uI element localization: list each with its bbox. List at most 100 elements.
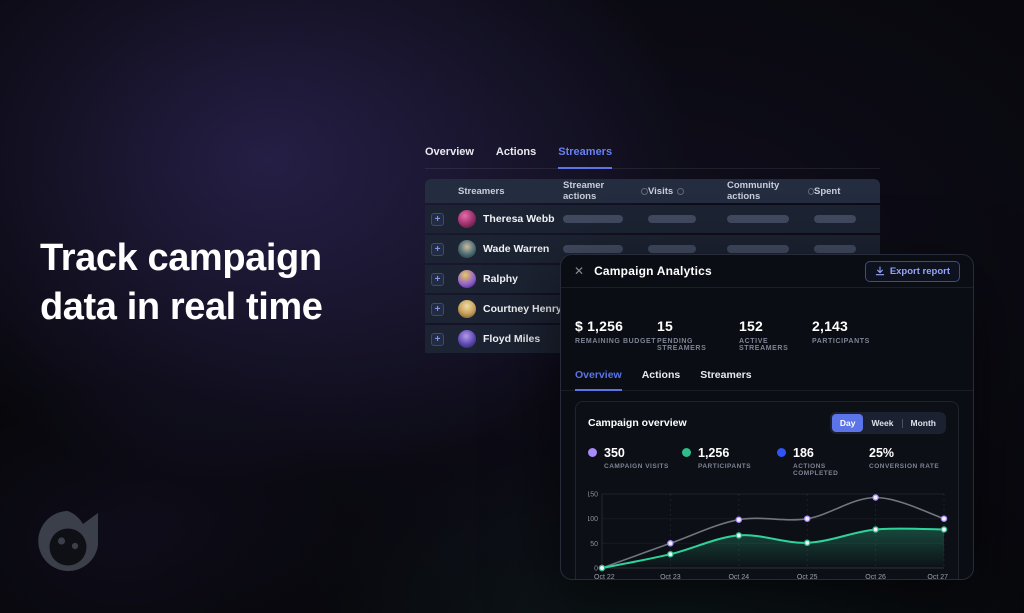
legend-participants: 1,256 PARTICIPANTS <box>682 446 777 477</box>
column-visits: Visits <box>648 186 727 197</box>
stat-active-streamers: 152 ACTIVE STREAMERS <box>739 318 812 352</box>
expand-row-button[interactable]: + <box>431 272 444 286</box>
skeleton-value <box>727 245 789 253</box>
streamer-name: Theresa Webb <box>483 213 555 225</box>
logo-right-eye-icon <box>71 542 79 550</box>
expand-row-button[interactable]: + <box>431 212 444 226</box>
brand-logo <box>38 511 98 571</box>
export-report-button[interactable]: Export report <box>864 260 960 282</box>
streamer-name: Wade Warren <box>483 243 550 255</box>
legend-label: PARTICIPANTS <box>698 463 752 470</box>
column-label: Community actions <box>727 180 780 202</box>
logo-face <box>49 528 87 566</box>
column-streamers: Streamers <box>458 185 505 197</box>
tab-streamers[interactable]: Streamers <box>558 146 613 169</box>
legend-value: 350 <box>604 446 625 460</box>
campaign-overview-chart: 0 50 100 150 Oct 22 Oct 23 Oct 24 Oct 25 Oct 26 O… <box>586 492 948 580</box>
svg-text:150: 150 <box>588 492 598 499</box>
modal-title: Campaign Analytics <box>594 264 712 278</box>
legend-value: 25% <box>869 446 895 460</box>
campaign-analytics-modal: ✕ Campaign Analytics Export report $ 1,2… <box>560 254 974 580</box>
expand-row-button[interactable]: + <box>431 242 444 256</box>
stat-value: 152 <box>739 318 763 334</box>
svg-text:50: 50 <box>590 541 598 548</box>
legend-label: CAMPAIGN VISITS <box>604 463 669 470</box>
tab-actions[interactable]: Actions <box>495 146 537 158</box>
hero-headline-line2: data in real time <box>40 286 323 328</box>
avatar <box>458 300 476 318</box>
avatar <box>458 210 476 228</box>
skeleton-value <box>727 215 789 223</box>
panel-tab-bar: Overview Actions Streamers <box>425 146 880 169</box>
skeleton-value <box>648 215 696 223</box>
stat-value: 15 <box>657 318 673 334</box>
hero-headline-line1: Track campaign <box>40 237 322 279</box>
legend-dot <box>682 448 691 457</box>
modal-tab-streamers[interactable]: Streamers <box>700 369 752 381</box>
export-report-label: Export report <box>889 265 950 277</box>
avatar <box>458 240 476 258</box>
range-week-button[interactable]: Week <box>871 418 894 428</box>
skeleton-value <box>814 245 856 253</box>
card-title: Campaign overview <box>588 417 687 429</box>
svg-text:0: 0 <box>594 566 598 573</box>
legend-actions-completed: 186 ACTIONS COMPLETED <box>777 446 869 477</box>
svg-text:Oct 27: Oct 27 <box>927 574 948 580</box>
streamer-name: Ralphy <box>483 273 519 285</box>
svg-text:Oct 26: Oct 26 <box>865 574 886 580</box>
streamer-name: Courtney Henry <box>483 303 562 315</box>
modal-tab-bar: Overview Actions Streamers <box>561 369 973 391</box>
stat-value: $ 1,256 <box>575 318 624 334</box>
stat-label: REMAINING BUDGET <box>575 338 657 345</box>
svg-text:Oct 23: Oct 23 <box>660 574 681 580</box>
stat-label: PENDING STREAMERS <box>657 338 707 352</box>
stat-label: PARTICIPANTS <box>812 338 870 345</box>
skeleton-value <box>814 215 856 223</box>
avatar <box>458 330 476 348</box>
info-icon[interactable] <box>807 187 814 195</box>
legend-value: 1,256 <box>698 446 730 460</box>
column-streamer-actions: Streamer actions <box>563 180 648 202</box>
streamer-name: Floyd Miles <box>483 333 541 345</box>
stat-value: 2,143 <box>812 318 849 334</box>
svg-text:100: 100 <box>588 516 598 523</box>
info-icon[interactable] <box>641 187 648 195</box>
modal-tab-actions[interactable]: Actions <box>641 369 681 381</box>
legend-value: 186 <box>793 446 814 460</box>
stat-pending-streamers: 15 PENDING STREAMERS <box>657 318 739 352</box>
skeleton-value <box>563 215 623 223</box>
stat-label: ACTIVE STREAMERS <box>739 338 789 352</box>
skeleton-value <box>648 245 696 253</box>
avatar <box>458 270 476 288</box>
legend-dot <box>588 448 597 457</box>
table-row: + Theresa Webb <box>425 205 880 233</box>
hero-headline: Track campaign data in real time <box>40 234 323 332</box>
modal-stats: $ 1,256 REMAINING BUDGET 15 PENDING STRE… <box>561 288 973 352</box>
range-day-button[interactable]: Day <box>831 414 864 432</box>
tab-overview[interactable]: Overview <box>425 146 474 158</box>
stat-remaining-budget: $ 1,256 REMAINING BUDGET <box>575 318 657 352</box>
svg-text:Oct 25: Oct 25 <box>797 574 818 580</box>
expand-row-button[interactable]: + <box>431 302 444 316</box>
expand-row-button[interactable]: + <box>431 332 444 346</box>
legend-dot <box>777 448 786 457</box>
range-divider <box>901 418 903 428</box>
stat-participants: 2,143 PARTICIPANTS <box>812 318 894 352</box>
download-icon <box>875 266 884 276</box>
svg-text:Oct 22: Oct 22 <box>594 574 615 580</box>
modal-tab-overview[interactable]: Overview <box>575 369 622 391</box>
range-selector: Day Week Month <box>829 412 946 434</box>
chart-legend: 350 CAMPAIGN VISITS 1,256 PARTICIPANTS 1… <box>588 446 946 477</box>
close-icon[interactable]: ✕ <box>574 264 585 278</box>
table-header-row: Streamers Streamer actions Visits Commun… <box>425 179 880 203</box>
legend-campaign-visits: 350 CAMPAIGN VISITS <box>588 446 682 477</box>
modal-header: ✕ Campaign Analytics Export report <box>561 255 973 288</box>
range-month-button[interactable]: Month <box>910 418 937 428</box>
info-icon[interactable] <box>677 187 685 195</box>
campaign-overview-card: Campaign overview Day Week Month 350 CAM… <box>575 401 959 580</box>
logo-left-eye-icon <box>57 537 66 545</box>
legend-conversion-rate: 25% CONVERSION RATE <box>869 446 946 477</box>
legend-label: CONVERSION RATE <box>869 463 940 470</box>
legend-label: ACTIONS COMPLETED <box>793 463 839 477</box>
column-label: Visits <box>648 185 674 197</box>
